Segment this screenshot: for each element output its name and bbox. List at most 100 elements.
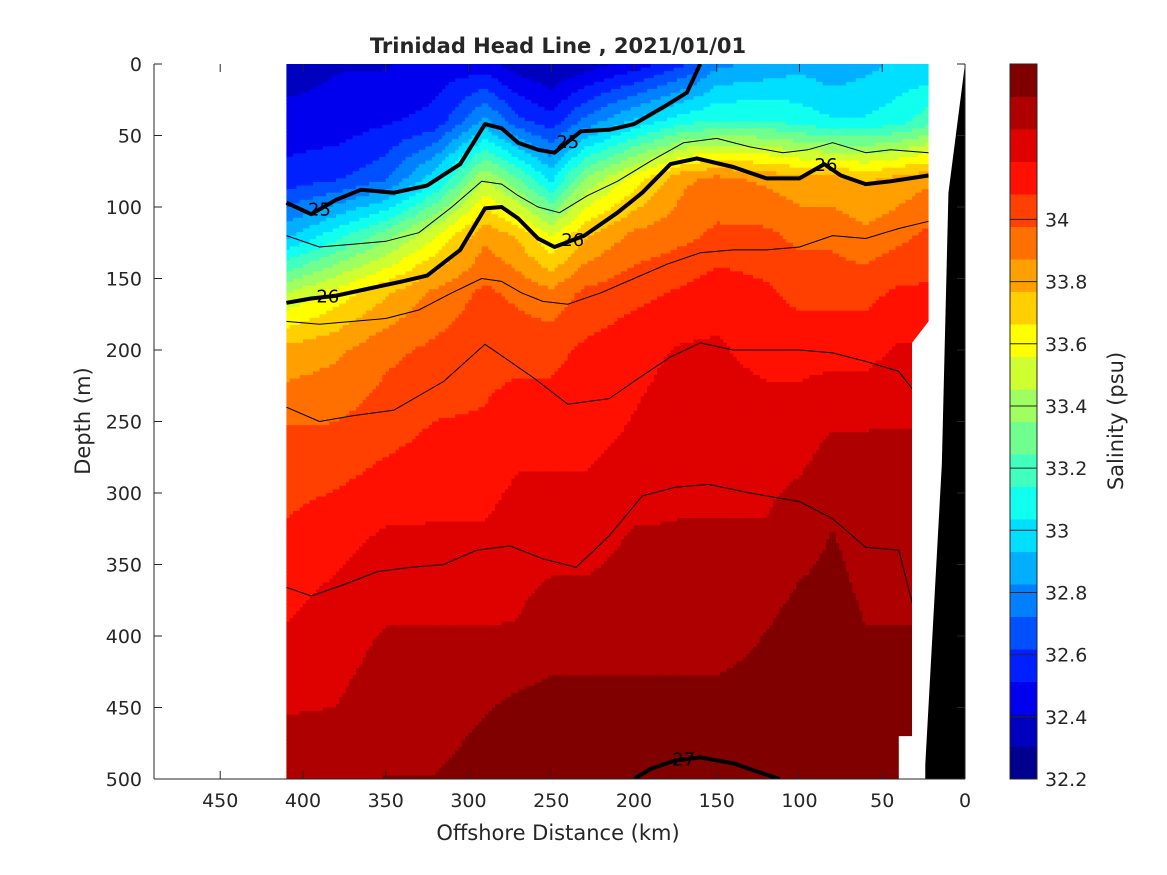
salinity-cell (299, 260, 304, 265)
salinity-cell (299, 142, 304, 147)
salinity-cell (286, 114, 291, 119)
salinity-cell (312, 693, 317, 698)
salinity-cell (312, 164, 317, 169)
salinity-cell (312, 78, 317, 83)
salinity-cell (289, 475, 294, 480)
salinity-cell (302, 339, 307, 344)
salinity-cell (296, 156, 301, 162)
salinity-cell (293, 171, 297, 176)
salinity-cell (299, 546, 304, 551)
salinity-cell (319, 99, 324, 104)
salinity-cell (299, 582, 304, 587)
salinity-cell (309, 417, 314, 423)
salinity-cell (289, 764, 294, 769)
salinity-cell (309, 696, 314, 701)
salinity-cell (312, 389, 317, 394)
salinity-cell (312, 614, 317, 619)
salinity-cell (299, 174, 304, 179)
salinity-cell (293, 464, 297, 469)
salinity-cell (306, 746, 311, 751)
salinity-cell (312, 761, 317, 766)
salinity-cell (289, 124, 294, 129)
salinity-cell (316, 89, 321, 94)
salinity-cell (286, 761, 291, 766)
salinity-cell (312, 750, 317, 755)
salinity-cell (319, 525, 324, 530)
salinity-cell (299, 743, 304, 748)
salinity-cell (299, 761, 304, 766)
salinity-cell (309, 539, 314, 544)
salinity-cell (306, 282, 311, 287)
salinity-cell (302, 568, 307, 573)
salinity-cell (293, 739, 297, 744)
salinity-cell (296, 657, 301, 662)
salinity-cell (312, 475, 317, 480)
salinity-cell (289, 711, 294, 716)
salinity-cell (302, 464, 307, 469)
salinity-cell (296, 493, 301, 498)
salinity-cell (306, 743, 311, 748)
salinity-cell (309, 235, 314, 240)
salinity-cell (302, 178, 307, 183)
salinity-cell (316, 746, 321, 751)
salinity-cell (309, 199, 314, 205)
salinity-cell (312, 146, 317, 151)
salinity-cell (293, 446, 297, 451)
salinity-cell (299, 99, 304, 104)
salinity-cell (286, 518, 291, 523)
salinity-cell (286, 378, 291, 383)
salinity-cell (316, 78, 321, 83)
salinity-cell (289, 85, 294, 90)
salinity-cell (309, 289, 314, 294)
salinity-cell (293, 149, 297, 154)
salinity-cell (312, 260, 317, 265)
salinity-cell (286, 471, 291, 476)
salinity-cell (309, 625, 314, 630)
salinity-cell (299, 400, 304, 405)
salinity-cell (296, 224, 301, 230)
salinity-cell (309, 403, 314, 408)
salinity-cell (293, 360, 297, 365)
salinity-cell (302, 249, 307, 255)
salinity-cell (316, 239, 321, 244)
salinity-cell (316, 686, 321, 691)
salinity-cell (293, 718, 297, 723)
salinity-cell (299, 92, 304, 97)
salinity-cell (299, 603, 304, 608)
salinity-cell (316, 657, 321, 662)
salinity-cell (289, 414, 294, 419)
salinity-cell (316, 693, 321, 698)
salinity-cell (289, 217, 294, 222)
salinity-cell (316, 582, 321, 587)
salinity-cell (302, 636, 307, 641)
salinity-cell (299, 550, 304, 555)
salinity-cell (286, 546, 291, 551)
salinity-cell (306, 435, 311, 440)
salinity-cell (286, 764, 291, 769)
salinity-cell (293, 414, 297, 419)
salinity-cell (312, 686, 317, 691)
salinity-cell (309, 532, 314, 537)
salinity-cell (309, 721, 314, 726)
salinity-cell (319, 192, 324, 197)
salinity-cell (296, 653, 301, 659)
salinity-cell (296, 342, 301, 348)
salinity-cell (309, 478, 314, 483)
salinity-cell (293, 92, 297, 97)
salinity-cell (293, 146, 297, 151)
salinity-cell (309, 482, 314, 487)
salinity-cell (316, 174, 321, 179)
salinity-cell (319, 335, 324, 340)
salinity-cell (309, 81, 314, 87)
salinity-cell (316, 614, 321, 619)
salinity-cell (299, 189, 304, 194)
salinity-cell (293, 124, 297, 129)
salinity-cell (286, 396, 291, 401)
salinity-cell (286, 392, 291, 398)
salinity-cell (309, 628, 314, 634)
salinity-cell (296, 557, 301, 562)
salinity-cell (299, 736, 304, 741)
salinity-cell (316, 682, 321, 687)
salinity-cell (306, 689, 311, 694)
salinity-cell (312, 278, 317, 283)
